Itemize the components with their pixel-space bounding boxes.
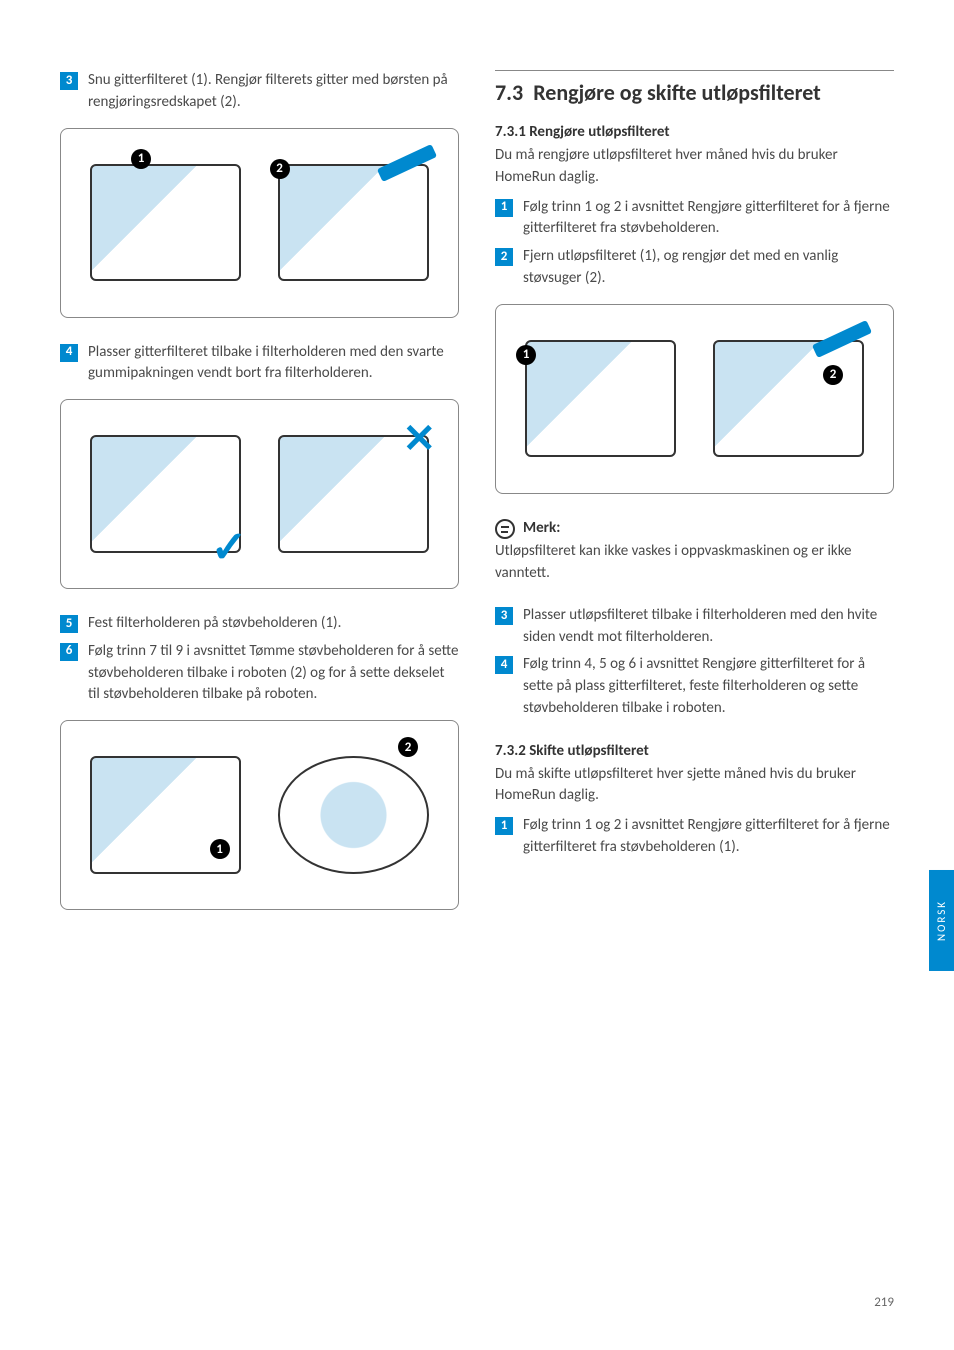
figure-exhaust-filter: 1 2: [495, 304, 894, 494]
step-number: 3: [495, 607, 513, 625]
note-block: Merk: Utløpsfilteret kan ikke vaskes i o…: [495, 518, 894, 585]
step-text: Snu gitterfilteret (1). Rengjør filteret…: [88, 70, 459, 114]
intro-text: Du må rengjøre utløpsfilteret hver måned…: [495, 145, 894, 189]
section-number: 7.3: [495, 81, 523, 105]
step-number: 5: [60, 615, 78, 633]
note-label: Merk:: [523, 518, 560, 540]
intro-text-2: Du må skifte utløpsfilteret hver sjette …: [495, 764, 894, 808]
step-5: 5 Fest filterholderen på støvbeholderen …: [60, 613, 459, 635]
step-text: Følg trinn 1 og 2 i avsnittet Rengjøre g…: [523, 815, 894, 859]
step-4r: 4 Følg trinn 4, 5 og 6 i avsnittet Rengj…: [495, 654, 894, 719]
language-tab: NORSK: [929, 870, 954, 971]
step-text: Følg trinn 4, 5 og 6 i avsnittet Rengjør…: [523, 654, 894, 719]
check-icon: ✓: [211, 520, 248, 574]
step-text: Fjern utløpsfilteret (1), og rengjør det…: [523, 246, 894, 290]
figure-filter-orientation: ✓ ✕: [60, 399, 459, 589]
callout-2: 2: [270, 159, 290, 179]
callout-2: 2: [823, 365, 843, 385]
step-3: 3 Snu gitterfilteret (1). Rengjør filter…: [60, 70, 459, 114]
step-text: Følg trinn 1 og 2 i avsnittet Rengjøre g…: [523, 197, 894, 241]
note-text: Utløpsfilteret kan ikke vaskes i oppvask…: [495, 541, 894, 585]
step-number: 2: [495, 248, 513, 266]
step-4: 4 Plasser gitterfilteret tilbake i filte…: [60, 342, 459, 386]
step-number: 4: [495, 656, 513, 674]
callout-2: 2: [398, 737, 418, 757]
step-number: 1: [495, 199, 513, 217]
step-text: Plasser utløpsfilteret tilbake i filterh…: [523, 605, 894, 649]
step-1: 1 Følg trinn 1 og 2 i avsnittet Rengjøre…: [495, 197, 894, 241]
note-icon: [495, 519, 515, 539]
subsection-7-3-1: 7.3.1 Rengjøre utløpsfilteret: [495, 123, 894, 141]
subsection-7-3-2: 7.3.2 Skifte utløpsfilteret: [495, 742, 894, 760]
step-number: 4: [60, 344, 78, 362]
left-column: 3 Snu gitterfilteret (1). Rengjør filter…: [60, 70, 459, 934]
callout-1: 1: [131, 149, 151, 169]
step-number: 1: [495, 817, 513, 835]
page-number: 219: [874, 1295, 894, 1310]
step-6: 6 Følg trinn 7 til 9 i avsnittet Tømme s…: [60, 641, 459, 706]
figure-reassemble-robot: 1 2: [60, 720, 459, 910]
cross-icon: ✕: [402, 414, 436, 463]
step-2: 2 Fjern utløpsfilteret (1), og rengjør d…: [495, 246, 894, 290]
step-number: 3: [60, 72, 78, 90]
step-text: Fest filterholderen på støvbeholderen (1…: [88, 613, 459, 635]
step-text: Følg trinn 7 til 9 i avsnittet Tømme stø…: [88, 641, 459, 706]
step-1b: 1 Følg trinn 1 og 2 i avsnittet Rengjøre…: [495, 815, 894, 859]
step-3r: 3 Plasser utløpsfilteret tilbake i filte…: [495, 605, 894, 649]
figure-filter-brush: 1 2: [60, 128, 459, 318]
callout-1: 1: [516, 345, 536, 365]
right-column: 7.3 Rengjøre og skifte utløpsfilteret 7.…: [495, 70, 894, 934]
section-title: Rengjøre og skifte utløpsfilteret: [533, 81, 821, 105]
callout-1: 1: [210, 839, 230, 859]
step-text: Plasser gitterfilteret tilbake i filterh…: [88, 342, 459, 386]
section-heading: 7.3 Rengjøre og skifte utløpsfilteret: [495, 70, 894, 105]
step-number: 6: [60, 643, 78, 661]
